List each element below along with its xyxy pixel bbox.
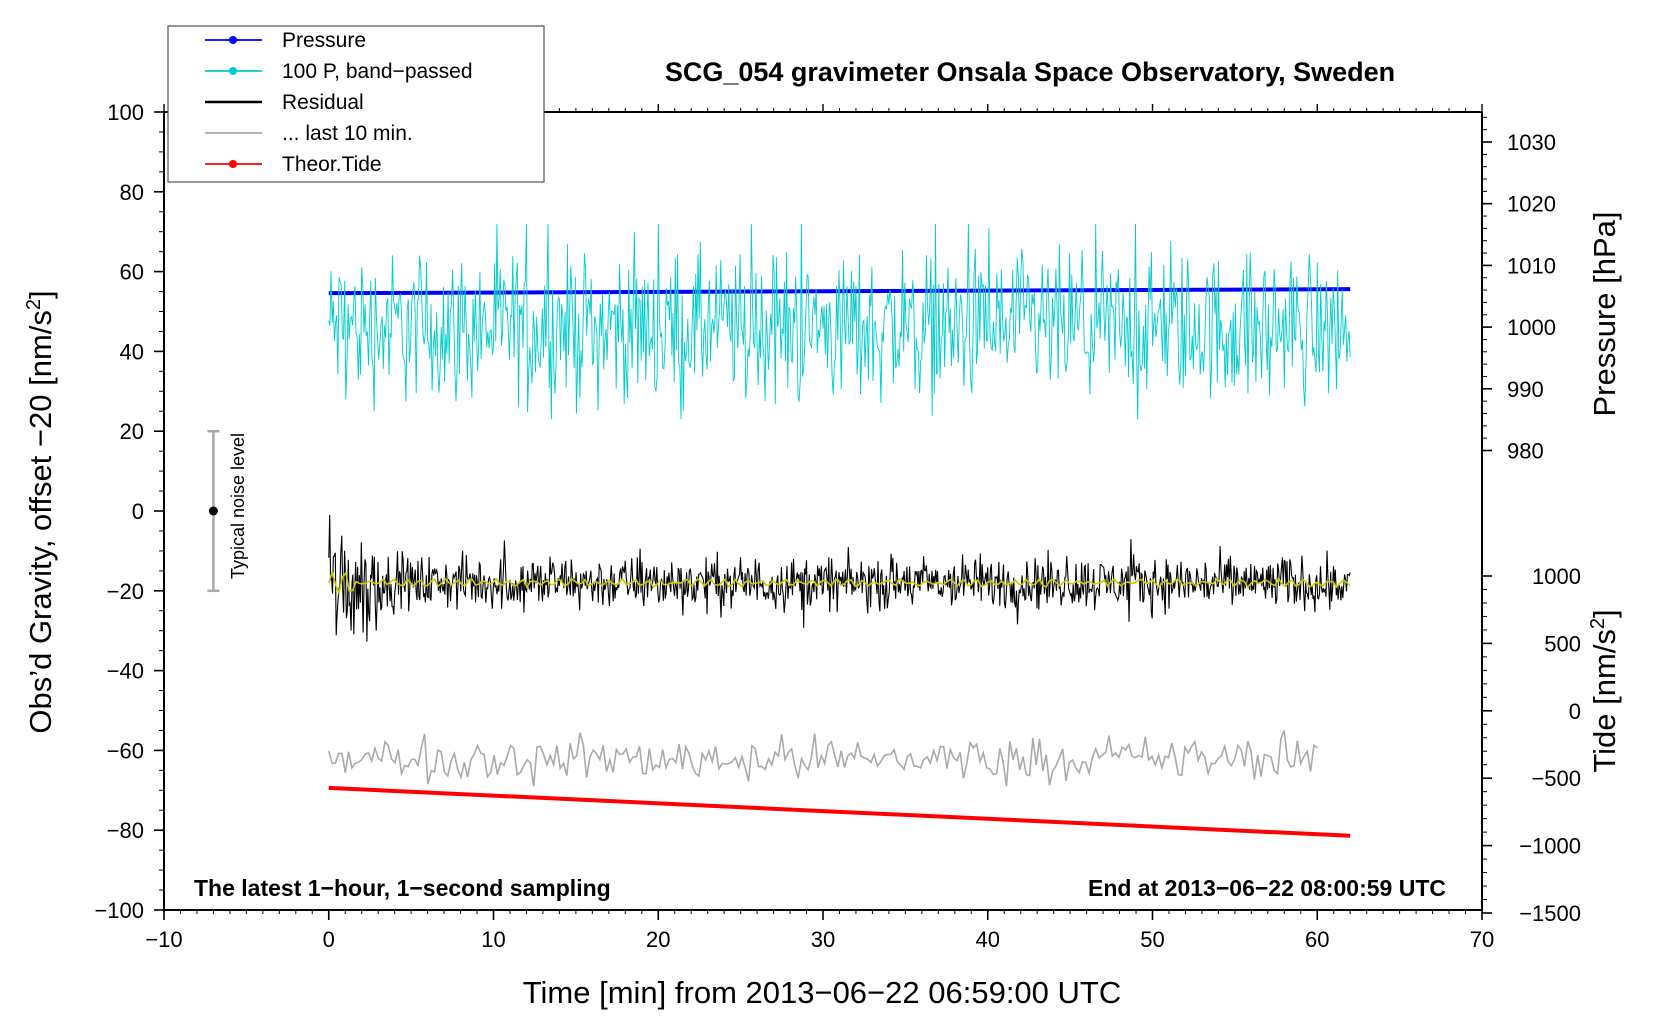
y-tick-label: 0: [132, 499, 144, 524]
y-axis-label-tide-close: ]: [1587, 609, 1622, 618]
legend-box: [167, 25, 545, 183]
y-tick-label: −80: [107, 818, 144, 843]
legend-label: Theor.Tide: [282, 153, 382, 176]
y-tick-label: 40: [120, 339, 144, 364]
series--last-10-min-: [328, 730, 1318, 787]
noise-bar-center-dot: [208, 506, 218, 516]
y-tick-label: −60: [107, 738, 144, 763]
series-theor-tide: [328, 785, 1351, 838]
x-tick-label: −10: [145, 927, 182, 952]
note-left: The latest 1−hour, 1−second sampling: [194, 875, 611, 901]
pressure-tick-label: 1010: [1507, 253, 1556, 278]
tide-tick-label: −500: [1531, 766, 1581, 791]
y-axis-label-tide-text: Tide [nm/s: [1587, 629, 1622, 773]
x-tick-label: 60: [1305, 927, 1329, 952]
tide-tick-label: −1500: [1519, 901, 1581, 926]
legend-label: Residual: [282, 91, 364, 114]
y-tick-label: 100: [107, 100, 144, 125]
tide-tick-label: 0: [1569, 699, 1581, 724]
y-tick-label: −20: [107, 579, 144, 604]
tide-tick-label: 1000: [1532, 564, 1581, 589]
legend-marker: [229, 160, 237, 168]
y-axis-label-tide-sup: 2: [1587, 618, 1609, 629]
legend-marker: [229, 67, 237, 75]
legend-label: ... last 10 min.: [282, 122, 413, 145]
pressure-tick-label: 1020: [1507, 192, 1556, 217]
y-axis-label-left-close: ]: [23, 290, 58, 299]
y-axis-label-pressure: Pressure [hPa]: [1587, 211, 1622, 416]
x-tick-label: 50: [1140, 927, 1164, 952]
y-axis-label-tide: Tide [nm/s2]: [1587, 609, 1622, 772]
legend-items: Pressure 100 P, band−passed Residual ... la…: [205, 29, 473, 176]
x-tick-label: 30: [811, 927, 835, 952]
y-axis-label-left-text: Obs’d Gravity, offset −20 [nm/s: [23, 310, 58, 734]
tide-tick-label: 500: [1544, 631, 1581, 656]
noise-label: Typical noise level: [228, 433, 248, 579]
y-tick-label: −100: [94, 898, 144, 923]
pressure-tick-label: 1030: [1507, 130, 1556, 155]
x-tick-label: 20: [646, 927, 670, 952]
note-right: End at 2013−06−22 08:00:59 UTC: [1088, 875, 1446, 901]
series-residual-smoothed: [328, 569, 1351, 596]
noise-indicator: [207, 429, 220, 593]
legend-marker: [229, 36, 237, 44]
y-axis-label-left: Obs’d Gravity, offset −20 [nm/s2]: [23, 290, 58, 733]
legend-label: Pressure: [282, 29, 366, 52]
tide-tick-label: −1000: [1519, 834, 1581, 859]
x-tick-label: 70: [1470, 927, 1494, 952]
chart-title: SCG_054 gravimeter Onsala Space Observat…: [665, 57, 1395, 87]
y-tick-label: −40: [107, 659, 144, 684]
y-tick-label: 20: [120, 419, 144, 444]
x-tick-label: 40: [976, 927, 1000, 952]
series-layer: [328, 223, 1351, 838]
pressure-tick-label: 980: [1507, 439, 1544, 464]
x-tick-label: 10: [481, 927, 505, 952]
y-tick-label: 60: [120, 260, 144, 285]
legend-label: 100 P, band−passed: [282, 60, 473, 83]
axes-layer: −10 0 10 20 30 40 50 60 70−100−80−60−40−20020406…: [94, 100, 1581, 952]
y-tick-label: 80: [120, 180, 144, 205]
pressure-tick-label: 990: [1507, 377, 1544, 402]
series-100-p-band-passed: [328, 223, 1351, 420]
y-axis-label-left-sup: 2: [23, 299, 45, 310]
x-axis-label: Time [min] from 2013−06−22 06:59:00 UTC: [523, 975, 1122, 1010]
series-residual: [328, 514, 1351, 642]
pressure-tick-label: 1000: [1507, 315, 1556, 340]
legend: Pressure 100 P, band−passed Residual ... la…: [167, 25, 545, 183]
x-tick-label: 0: [323, 927, 335, 952]
